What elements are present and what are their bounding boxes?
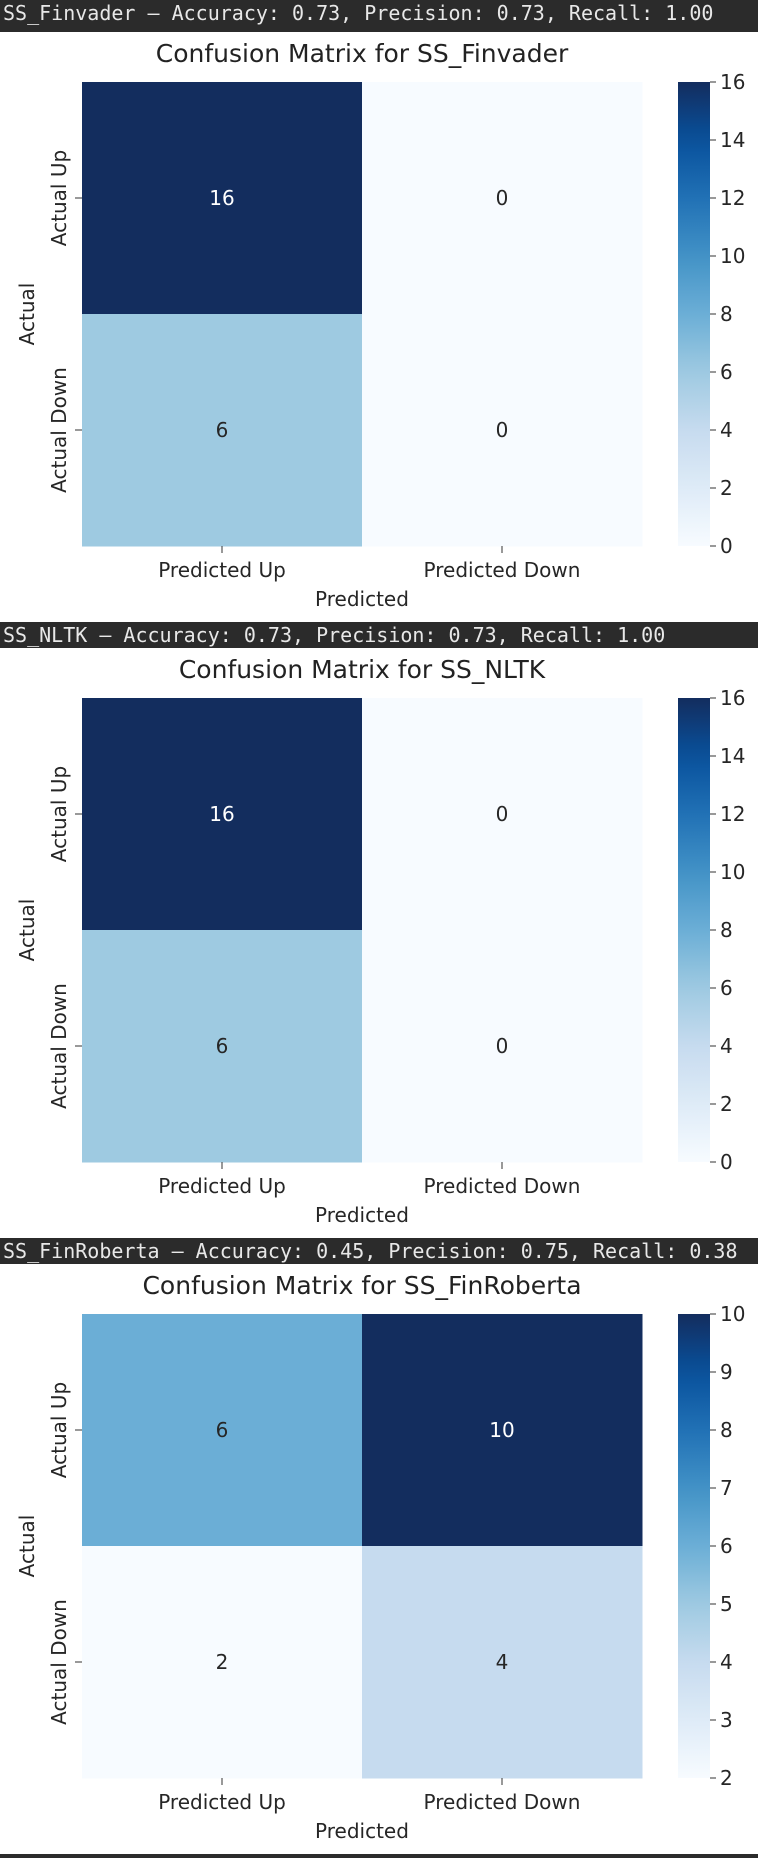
cell-value-label-r0-c1: 0	[496, 802, 509, 826]
colorbar-tick-label-4: 6	[720, 1534, 733, 1558]
colorbar-tick-label-3: 6	[720, 976, 733, 1000]
heatmap-cell-r1-c1	[362, 314, 643, 547]
x-tick-label-0: Predicted Up	[158, 1174, 286, 1198]
x-axis-label: Predicted	[315, 1819, 409, 1843]
cell-value-label-r0-c1: 10	[489, 1418, 514, 1442]
output-header-finvader: SS_Finvader — Accuracy: 0.73, Precision:…	[0, 0, 758, 27]
colorbar-tick-label-8: 10	[720, 1302, 745, 1326]
x-axis-label: Predicted	[315, 587, 409, 611]
heatmap-cell-r1-c0	[82, 930, 363, 1163]
x-tick-label-1: Predicted Down	[424, 1174, 581, 1198]
y-tick-label-0: Actual Up	[47, 150, 71, 246]
colorbar	[678, 82, 710, 546]
heatmap-cell-r0-c1	[362, 82, 643, 315]
heatmap-cell-r0-c1	[362, 1314, 643, 1547]
heatmap-cell-r0-c0	[82, 82, 363, 315]
colorbar-tick-label-2: 4	[720, 1034, 733, 1058]
cell-value-label-r0-c0: 16	[209, 802, 234, 826]
y-axis-label: Actual	[15, 283, 39, 346]
figure-nltk: Confusion Matrix for SS_NLTK 16 0 6 0 Predict…	[0, 648, 758, 1238]
heatmap-cell-r0-c0	[82, 1314, 363, 1547]
cell-value-label-r1-c0: 2	[216, 1650, 229, 1674]
y-tick-label-0: Actual Up	[47, 766, 71, 862]
confusion-matrix-chart-finroberta: Confusion Matrix for SS_FinRoberta 6 10 2 4 P…	[15, 1271, 745, 1843]
y-tick-label-1: Actual Down	[47, 367, 71, 493]
colorbar-tick-label-6: 12	[720, 186, 745, 210]
chart-title: Confusion Matrix for SS_NLTK	[179, 655, 546, 684]
cell-value-label-r0-c0: 6	[216, 1418, 229, 1442]
colorbar	[678, 1314, 710, 1778]
x-tick-label-1: Predicted Down	[424, 558, 581, 582]
colorbar-tick-label-5: 10	[720, 244, 745, 268]
colorbar-tick-label-0: 0	[720, 534, 733, 558]
y-tick-label-0: Actual Up	[47, 1382, 71, 1478]
colorbar-tick-label-4: 8	[720, 918, 733, 942]
colorbar-tick-label-7: 14	[720, 128, 745, 152]
colorbar-tick-label-1: 3	[720, 1708, 733, 1732]
output-header-finroberta: SS_FinRoberta — Accuracy: 0.45, Precisio…	[0, 1238, 758, 1265]
colorbar-tick-label-0: 0	[720, 1150, 733, 1174]
x-axis-label: Predicted	[315, 1203, 409, 1227]
figure-finroberta: Confusion Matrix for SS_FinRoberta 6 10 2 4 P…	[0, 1264, 758, 1854]
heatmap-cell-r1-c0	[82, 1546, 363, 1779]
colorbar-tick-label-2: 4	[720, 418, 733, 442]
cell-value-label-r1-c1: 4	[496, 1650, 509, 1674]
colorbar-tick-label-5: 10	[720, 860, 745, 884]
heatmap-cell-r1-c0	[82, 314, 363, 547]
confusion-matrix-chart-finvader: Confusion Matrix for SS_Finvader 16 0 6 0 Pre…	[15, 39, 745, 611]
colorbar-tick-label-7: 9	[720, 1360, 733, 1384]
colorbar-tick-label-4: 8	[720, 302, 733, 326]
cell-value-label-r1-c1: 0	[496, 418, 509, 442]
colorbar-tick-label-6: 8	[720, 1418, 733, 1442]
x-tick-label-1: Predicted Down	[424, 1790, 581, 1814]
colorbar-tick-label-0: 2	[720, 1766, 733, 1790]
colorbar-tick-label-8: 16	[720, 686, 745, 710]
chart-title: Confusion Matrix for SS_Finvader	[156, 39, 569, 68]
y-axis-label: Actual	[15, 899, 39, 962]
x-tick-label-0: Predicted Up	[158, 1790, 286, 1814]
cell-value-label-r1-c0: 6	[216, 1034, 229, 1058]
heatmap-cell-r0-c0	[82, 698, 363, 931]
colorbar-tick-label-1: 2	[720, 476, 733, 500]
y-tick-label-1: Actual Down	[47, 983, 71, 1109]
y-axis-label: Actual	[15, 1515, 39, 1578]
heatmap-cell-r1-c1	[362, 930, 643, 1163]
colorbar-tick-label-3: 5	[720, 1592, 733, 1616]
colorbar-tick-label-2: 4	[720, 1650, 733, 1674]
y-tick-label-1: Actual Down	[47, 1599, 71, 1725]
colorbar-tick-label-1: 2	[720, 1092, 733, 1116]
colorbar	[678, 698, 710, 1162]
colorbar-tick-label-8: 16	[720, 70, 745, 94]
heatmap-cell-r1-c1	[362, 1546, 643, 1779]
colorbar-tick-label-7: 14	[720, 744, 745, 768]
colorbar-tick-label-5: 7	[720, 1476, 733, 1500]
cell-value-label-r0-c0: 16	[209, 186, 234, 210]
colorbar-tick-label-6: 12	[720, 802, 745, 826]
confusion-matrix-chart-nltk: Confusion Matrix for SS_NLTK 16 0 6 0 Predict…	[15, 655, 745, 1227]
cell-value-label-r1-c1: 0	[496, 1034, 509, 1058]
figure-finvader: Confusion Matrix for SS_Finvader 16 0 6 0 Pre…	[0, 32, 758, 622]
cell-value-label-r1-c0: 6	[216, 418, 229, 442]
chart-title: Confusion Matrix for SS_FinRoberta	[142, 1271, 581, 1300]
x-tick-label-0: Predicted Up	[158, 558, 286, 582]
colorbar-tick-label-3: 6	[720, 360, 733, 384]
output-header-nltk: SS_NLTK — Accuracy: 0.73, Precision: 0.7…	[0, 622, 758, 649]
heatmap-cell-r0-c1	[362, 698, 643, 931]
cell-value-label-r0-c1: 0	[496, 186, 509, 210]
